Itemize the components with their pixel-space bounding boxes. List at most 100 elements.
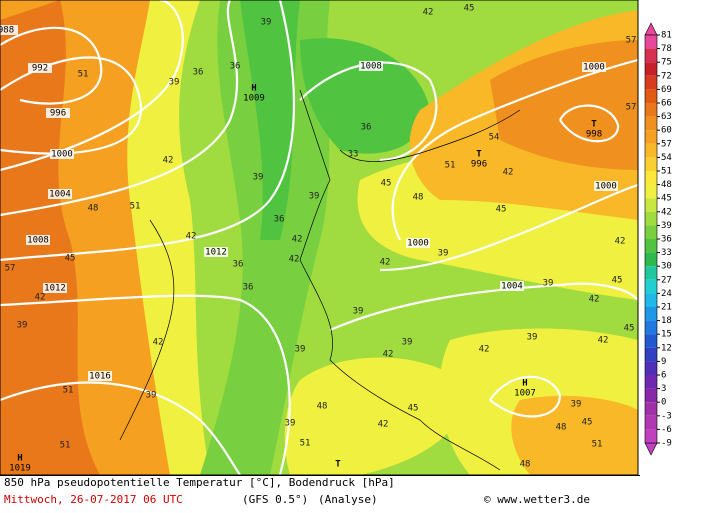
colorbar-bin: [645, 402, 657, 416]
map-labels: 988 992 996 1000 1004 1008 1012 1016 1012 1008 100…: [0, 4, 636, 474]
pressure-label: 992: [32, 64, 48, 74]
temperature-label: 45: [582, 418, 593, 428]
colorbar-bin: [645, 225, 657, 239]
temperature-label: 45: [496, 205, 507, 215]
temperature-label: 48: [317, 402, 328, 412]
colorbar-bin: [645, 266, 657, 280]
colorbar-tick-label: 45: [661, 194, 672, 204]
temperature-label: 42: [589, 295, 600, 305]
temperature-label: 42: [380, 258, 391, 268]
colorbar-tick-label: 18: [661, 316, 672, 326]
colorbar-tick-label: 63: [661, 112, 672, 122]
colorbar-tick-label: 24: [661, 289, 672, 299]
temperature-label: 36: [193, 68, 204, 78]
temperature-label: 42: [479, 345, 490, 355]
pressure-center-value: 996: [471, 160, 487, 170]
colorbar-bin: [645, 143, 657, 158]
colorbar-bin: [645, 307, 657, 321]
colorbar-bin: [645, 116, 657, 131]
temperature-label: 42: [153, 338, 164, 348]
temperature-label: 48: [413, 193, 424, 203]
pressure-center-value: 1019: [9, 464, 31, 474]
temperature-label: 36: [243, 283, 254, 293]
colorbar-tick-label: 15: [661, 330, 672, 340]
temperature-label: 48: [520, 460, 531, 470]
pressure-label-bg: [406, 238, 430, 248]
temperature-label: 48: [88, 204, 99, 214]
pressure-label: 1000: [583, 63, 605, 73]
colorbar-tick-label: 72: [661, 71, 672, 81]
colorbar-bin: [645, 252, 657, 267]
pressure-label: 1012: [44, 284, 66, 294]
temperature-label: 42: [503, 168, 514, 178]
temperature-label: 42: [423, 8, 434, 18]
colorbar-tick-label: 36: [661, 235, 672, 245]
colorbar-tick-label: -3: [661, 411, 672, 421]
temperature-label: 45: [65, 254, 76, 264]
colorbar-tick-label: 39: [661, 221, 672, 231]
temperature-label: 39: [353, 307, 364, 317]
colorbar-tick-label: 33: [661, 248, 672, 258]
temperature-label: 39: [17, 321, 28, 331]
colorbar-tick-label: 60: [661, 126, 672, 136]
colorbar-tick-label: 48: [661, 180, 672, 190]
colorbar-bin: [645, 48, 657, 63]
colorbar-tick-label: 42: [661, 207, 672, 217]
temperature-label: 57: [626, 36, 637, 46]
temperature-label: 39: [438, 249, 449, 259]
temperature-label: 45: [624, 324, 635, 334]
pressure-label: 988: [0, 26, 14, 36]
temperature-label: 42: [598, 336, 609, 346]
pressure-label: 1000: [407, 239, 429, 249]
temperature-label: 36: [274, 215, 285, 225]
temperature-label: 42: [186, 232, 197, 242]
pressure-label: 1016: [89, 372, 111, 382]
pressure-center-symbol: H: [522, 379, 527, 389]
colorbar-bin: [645, 62, 657, 76]
pressure-label-bg: [26, 235, 50, 245]
colorbar-bin: [645, 171, 657, 185]
temperature-label: 39: [261, 18, 272, 28]
isobars: [0, 0, 638, 475]
temperature-label: 39: [402, 338, 413, 348]
colorbar-bin: [645, 334, 657, 348]
colorbar-bin: [645, 320, 657, 335]
temperature-label: 45: [612, 276, 623, 286]
colorbar-bin: [645, 75, 657, 90]
colorbar-bin: [645, 239, 657, 253]
temperature-label: 39: [543, 279, 554, 289]
colorbar-tick-label: 30: [661, 262, 672, 272]
temperature-label: 42: [289, 255, 300, 265]
colorbar-bin: [645, 130, 657, 144]
temperature-label: 36: [230, 62, 241, 72]
temperature-label: 51: [130, 202, 141, 212]
map-background: [0, 0, 638, 475]
pressure-label-bg: [359, 61, 383, 71]
pressure-label: 1004: [501, 282, 523, 292]
coastlines: [119, 89, 521, 471]
colorbar-bottom-arrow: [644, 442, 658, 456]
colorbar-bin: [645, 103, 657, 117]
pressure-label-bg: [88, 371, 112, 381]
colorbar-bin: [645, 198, 657, 212]
temperature-label: 36: [233, 260, 244, 270]
footer-source: © www.wetter3.de: [484, 493, 590, 506]
temperature-label: 45: [408, 404, 419, 414]
pressure-label-bg: [204, 247, 228, 257]
temperature-label: 51: [300, 439, 311, 449]
colorbar-bin: [645, 388, 657, 403]
colorbar-tick-label: 78: [661, 44, 672, 54]
pressure-center-symbol: T: [476, 150, 482, 160]
temperature-label: 45: [381, 179, 392, 189]
colorbar-bin: [645, 347, 657, 362]
colorbar-bin: [645, 89, 657, 103]
pressure-label: 996: [50, 109, 66, 119]
temperature-label: 42: [292, 235, 303, 245]
colorbar-tick-label: 75: [661, 58, 672, 68]
colorbar-tick-label: 12: [661, 343, 672, 353]
temperature-label: 42: [378, 420, 389, 430]
temperature-label: 51: [60, 441, 71, 451]
colorbar-tick-label: 69: [661, 85, 672, 95]
temperature-label: 39: [571, 400, 582, 410]
pressure-center-value: 998: [586, 130, 602, 140]
